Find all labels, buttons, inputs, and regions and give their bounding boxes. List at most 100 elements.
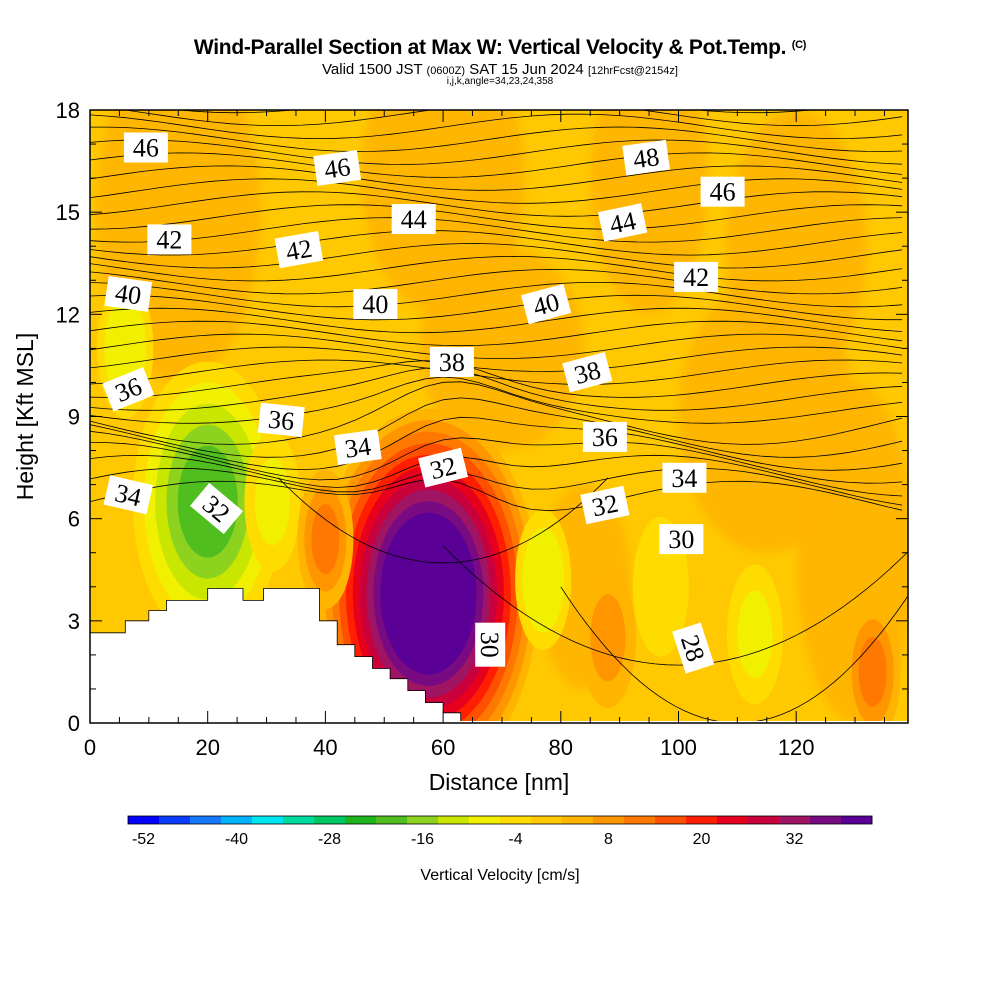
theta-contour-line (90, 320, 903, 347)
theta-contour-line (90, 416, 903, 471)
colorbar-tick-label: -28 (318, 831, 341, 848)
theta-label-text: 46 (710, 178, 736, 207)
colorbar-swatch (376, 816, 408, 824)
theta-label-bg (580, 485, 630, 525)
y-tick-label: 3 (68, 609, 80, 634)
theta-contour-line (90, 255, 903, 282)
colorbar-tick-label: 32 (786, 831, 804, 848)
theta-contour-line (90, 268, 903, 295)
theta-label-bg (429, 347, 474, 377)
theta-contour-line (90, 230, 903, 256)
x-tick-label: 60 (431, 735, 455, 760)
theta-label-bg (674, 261, 719, 292)
theta-label-text: 40 (113, 278, 143, 310)
colorbar-swatch (686, 816, 718, 824)
theta-label-bg (562, 352, 613, 393)
theta-contour-line (90, 454, 903, 497)
theta-label: 34 (662, 462, 707, 493)
theta-label-text: 36 (592, 423, 618, 452)
colorbar-swatch (624, 816, 656, 824)
theta-label-text: 40 (362, 290, 388, 319)
colorbar-tick-label: 8 (604, 831, 613, 848)
colorbar-swatch (655, 816, 687, 824)
theta-label-text: 44 (401, 205, 427, 234)
y-axis-label: Height [Kft MSL] (12, 333, 38, 500)
theta-label-bg (333, 429, 382, 466)
theta-label: 32 (418, 447, 469, 488)
colorbar-swatch (531, 816, 563, 824)
colorbar-swatch (438, 816, 470, 824)
weak-updraft-band (278, 178, 373, 383)
terrain-mask (89, 588, 908, 724)
colorbar-swatch (810, 816, 842, 824)
chart-params: i,j,k,angle=34,23,24,358 (446, 76, 554, 87)
theta-label: 38 (429, 347, 474, 377)
theta-contour-line (90, 307, 903, 334)
colorbar-swatch (469, 816, 501, 824)
theta-contour-line (90, 346, 903, 372)
theta-contour-line (90, 367, 903, 411)
chart-title: Wind-Parallel Section at Max W: Vertical… (193, 36, 807, 59)
x-tick-label: 80 (549, 735, 573, 760)
theta-label: 40 (353, 289, 398, 320)
colorbar-tick-label: -4 (508, 831, 522, 848)
colorbar-swatch (500, 816, 532, 824)
colorbar-swatch (345, 816, 377, 824)
theta-label: 40 (104, 275, 153, 312)
theta-label-bg (104, 275, 153, 312)
colorbar-swatch (221, 816, 253, 824)
colorbar-swatch (159, 816, 191, 824)
potential-temperature-contours (90, 110, 908, 723)
theta-contour-line (90, 217, 903, 243)
theta-label: 42 (674, 261, 719, 292)
theta-contour-line (278, 477, 609, 564)
x-tick-label: 40 (313, 735, 337, 760)
colorbar-swatch (593, 816, 625, 824)
theta-label: 44 (597, 203, 648, 242)
theta-label-bg (622, 139, 670, 176)
colorbar-swatch (717, 816, 749, 824)
theta-contour-line (90, 165, 903, 191)
theta-label: 48 (622, 139, 670, 176)
x-tick-label: 0 (84, 735, 96, 760)
theta-contour-line (90, 381, 903, 445)
theta-label: 42 (274, 231, 324, 269)
theta-label: 46 (700, 176, 745, 207)
theta-label-text: 30 (668, 525, 694, 554)
theta-label-bg (190, 482, 243, 535)
theta-label-bg (475, 622, 506, 667)
x-axis-label: Distance [nm] (429, 769, 570, 795)
colorbar-swatch (407, 816, 439, 824)
colorbar-swatch (779, 816, 811, 824)
theta-contour-line (90, 478, 903, 512)
velocity-contour-fill (529, 544, 558, 615)
theta-contour-line (90, 359, 903, 385)
theta-contour-line (90, 178, 903, 204)
theta-label-bg (391, 204, 436, 234)
theta-label-bg (353, 289, 398, 320)
theta-contour-line (90, 152, 903, 178)
theta-contour-line (90, 243, 903, 269)
theta-label-text: 44 (607, 206, 638, 240)
theta-label: 44 (391, 204, 436, 234)
colorbar-swatch (128, 816, 160, 824)
theta-label-bg (313, 149, 362, 186)
theta-label-text: 48 (631, 142, 661, 174)
colorbar-frame (127, 815, 873, 825)
theta-label-bg (582, 421, 627, 452)
colorbar-swatch (190, 816, 222, 824)
theta-label-bg (123, 132, 168, 163)
theta-contour-line (560, 586, 908, 723)
theta-label-bg (102, 367, 155, 412)
theta-label-bg (659, 524, 704, 555)
velocity-contour-fill (111, 313, 140, 384)
theta-contour-line (90, 376, 903, 424)
terrain-shape (89, 588, 908, 724)
theta-contour-line (90, 126, 903, 152)
theta-label-text: 46 (133, 134, 159, 163)
theta-contour-line (90, 191, 903, 217)
velocity-contour-fill (858, 636, 887, 707)
theta-label: 30 (475, 622, 506, 667)
theta-label-bg (103, 475, 154, 515)
